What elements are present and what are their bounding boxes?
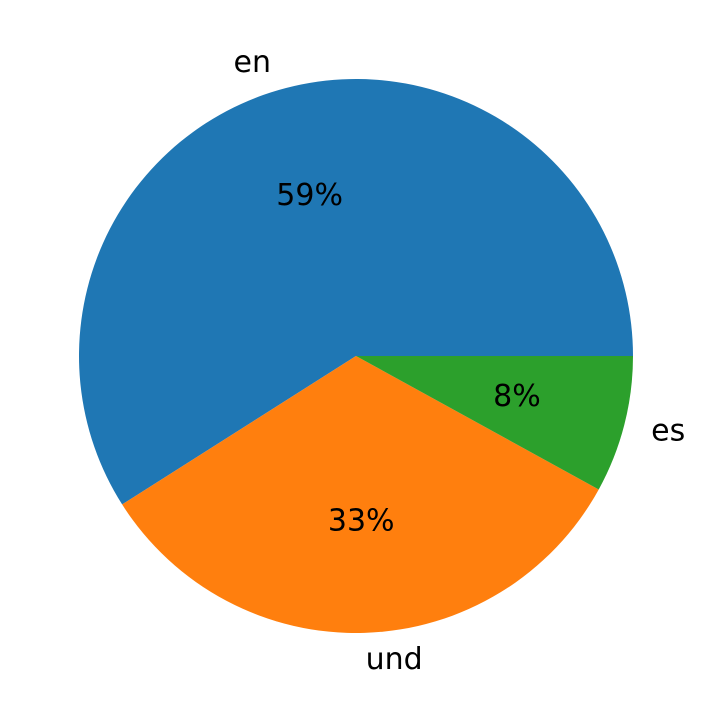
slice-label: es bbox=[651, 413, 685, 448]
value-label: 59% bbox=[276, 178, 343, 213]
value-label: 8% bbox=[493, 379, 541, 414]
slice-label: en bbox=[234, 45, 271, 80]
value-label: 33% bbox=[328, 504, 395, 539]
slice-label: und bbox=[366, 642, 423, 677]
pie-slice bbox=[356, 356, 633, 490]
pie-slice bbox=[122, 356, 599, 633]
pie-slice bbox=[78, 78, 633, 505]
